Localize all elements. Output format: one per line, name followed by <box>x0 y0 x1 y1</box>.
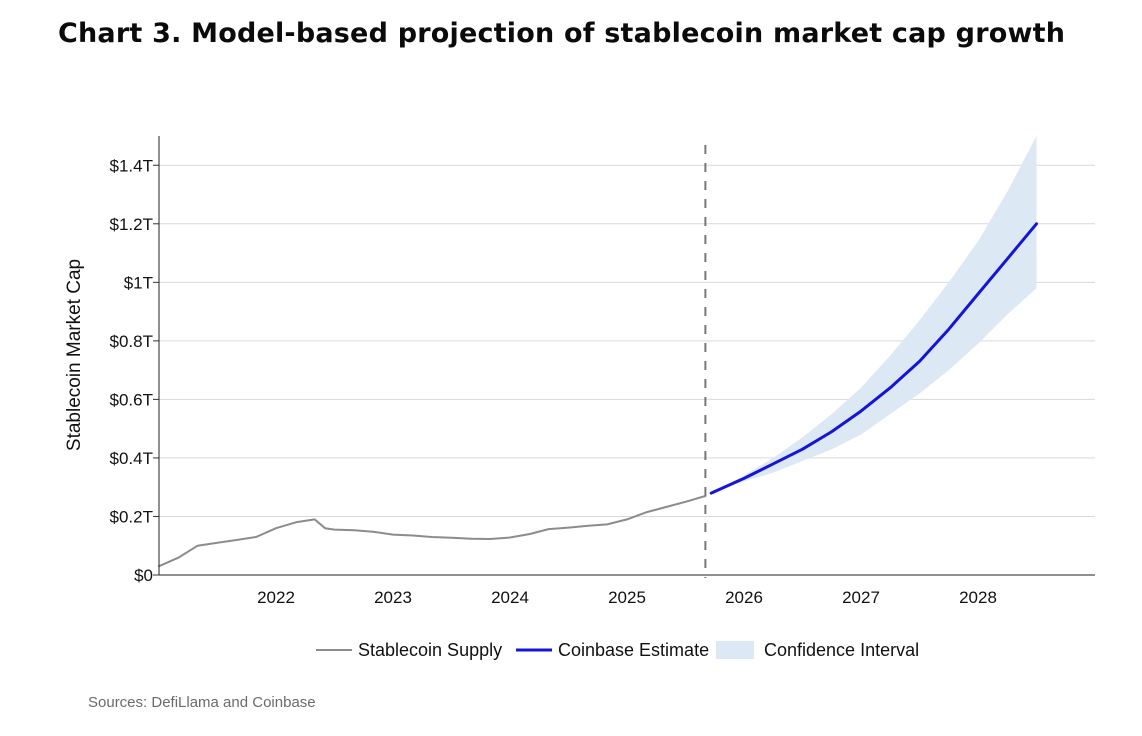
grid-lines <box>153 164 1095 576</box>
legend: Stablecoin Supply Coinbase Estimate Confid… <box>316 640 919 660</box>
y-tick-label-6: $1.2T <box>110 215 153 234</box>
legend-swatch-2 <box>716 641 754 659</box>
stablecoin-supply-line <box>158 495 707 568</box>
y-tick-label-2: $0.4T <box>110 449 153 468</box>
confidence-band-layer <box>711 136 1037 494</box>
y-tick-label-0: $0 <box>134 566 153 585</box>
legend-item-confidence-interval: Confidence Interval <box>716 640 919 660</box>
y-tick-label-1: $0.2T <box>110 507 153 526</box>
y-tick-label-4: $0.8T <box>110 332 153 351</box>
x-tick-label-4: 2026 <box>725 588 763 607</box>
legend-label-1: Coinbase Estimate <box>558 640 709 660</box>
legend-item-coinbase-estimate: Coinbase Estimate <box>516 640 709 660</box>
x-tick-label-0: 2022 <box>257 588 295 607</box>
axes <box>158 136 1095 578</box>
legend-item-stablecoin-supply: Stablecoin Supply <box>316 640 502 660</box>
x-tick-label-2: 2024 <box>491 588 529 607</box>
chart-title: Chart 3. Model-based projection of stabl… <box>58 18 1066 49</box>
x-tick-label-1: 2023 <box>374 588 412 607</box>
legend-label-0: Stablecoin Supply <box>358 640 502 660</box>
series-layer <box>158 222 1038 568</box>
coinbase-estimate-line <box>709 222 1038 495</box>
x-tick-labels: 2022 2023 2024 2025 2026 2027 2028 <box>257 588 997 607</box>
y-tick-label-3: $0.6T <box>110 390 153 409</box>
x-tick-label-6: 2028 <box>959 588 997 607</box>
confidence-interval-band <box>711 136 1037 494</box>
y-tick-label-7: $1.4T <box>110 156 153 175</box>
y-axis-label: Stablecoin Market Cap <box>64 259 85 451</box>
x-tick-label-3: 2025 <box>608 588 646 607</box>
source-note: Sources: DefiLlama and Coinbase <box>88 694 316 711</box>
y-tick-label-5: $1T <box>124 273 153 292</box>
legend-label-2: Confidence Interval <box>764 640 919 660</box>
y-tick-labels: $0 $0.2T $0.4T $0.6T $0.8T $1T $1.2T $1.4T <box>110 156 153 585</box>
x-tick-label-5: 2027 <box>842 588 880 607</box>
